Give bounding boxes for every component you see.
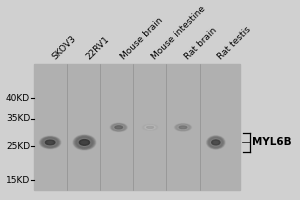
Ellipse shape [116,126,122,129]
Ellipse shape [148,126,153,128]
Bar [34,64,240,190]
Ellipse shape [76,137,93,148]
Ellipse shape [41,137,59,148]
Ellipse shape [211,139,221,146]
Ellipse shape [178,125,188,130]
Text: MYL6B: MYL6B [251,137,291,147]
Ellipse shape [110,123,127,132]
Ellipse shape [113,125,124,130]
Ellipse shape [213,140,219,145]
Ellipse shape [111,124,127,131]
Ellipse shape [112,124,125,130]
Ellipse shape [46,140,54,145]
Ellipse shape [179,126,187,129]
Text: 40KD: 40KD [6,94,30,103]
Text: Mouse intestine: Mouse intestine [150,4,207,61]
Ellipse shape [214,141,218,144]
Ellipse shape [117,127,120,128]
Ellipse shape [178,125,188,129]
Ellipse shape [177,125,189,130]
Text: 15KD: 15KD [6,176,30,185]
Ellipse shape [112,124,126,131]
Ellipse shape [83,141,86,144]
Ellipse shape [77,138,92,147]
Ellipse shape [78,138,91,146]
Ellipse shape [142,124,158,130]
Ellipse shape [43,138,58,147]
Ellipse shape [74,136,95,149]
Ellipse shape [147,126,154,128]
Ellipse shape [145,125,156,129]
Ellipse shape [145,126,155,129]
Ellipse shape [175,124,191,131]
Ellipse shape [73,135,96,150]
Ellipse shape [148,127,152,128]
Ellipse shape [117,126,121,128]
Ellipse shape [114,125,123,130]
Ellipse shape [214,141,217,143]
Text: 25KD: 25KD [6,142,30,151]
Ellipse shape [44,139,57,146]
Ellipse shape [79,140,90,145]
Ellipse shape [81,140,88,145]
Ellipse shape [115,126,123,129]
Text: Rat testis: Rat testis [216,25,252,61]
Ellipse shape [115,126,122,129]
Text: 35KD: 35KD [6,114,30,123]
Ellipse shape [75,136,94,149]
Ellipse shape [180,126,186,129]
Ellipse shape [182,127,184,128]
Ellipse shape [208,137,224,148]
Ellipse shape [207,136,224,149]
Ellipse shape [209,138,223,147]
Ellipse shape [47,141,53,144]
Ellipse shape [82,141,87,144]
Ellipse shape [212,140,220,145]
Ellipse shape [40,137,60,148]
Ellipse shape [80,139,89,146]
Ellipse shape [149,127,151,128]
Ellipse shape [176,124,190,130]
Text: 22RV1: 22RV1 [84,34,111,61]
Text: Rat brain: Rat brain [183,26,219,61]
Text: SKOV3: SKOV3 [50,34,78,61]
Text: Mouse brain: Mouse brain [119,16,164,61]
Ellipse shape [212,140,220,145]
Ellipse shape [181,126,185,128]
Ellipse shape [39,136,61,149]
Ellipse shape [49,141,52,143]
Ellipse shape [179,126,187,129]
Ellipse shape [45,140,55,145]
Ellipse shape [147,126,154,129]
Ellipse shape [207,136,225,149]
Ellipse shape [144,125,157,130]
Ellipse shape [174,124,192,131]
Ellipse shape [210,138,222,147]
Ellipse shape [46,140,55,145]
Ellipse shape [44,139,56,146]
Ellipse shape [146,126,154,129]
Ellipse shape [143,125,157,130]
